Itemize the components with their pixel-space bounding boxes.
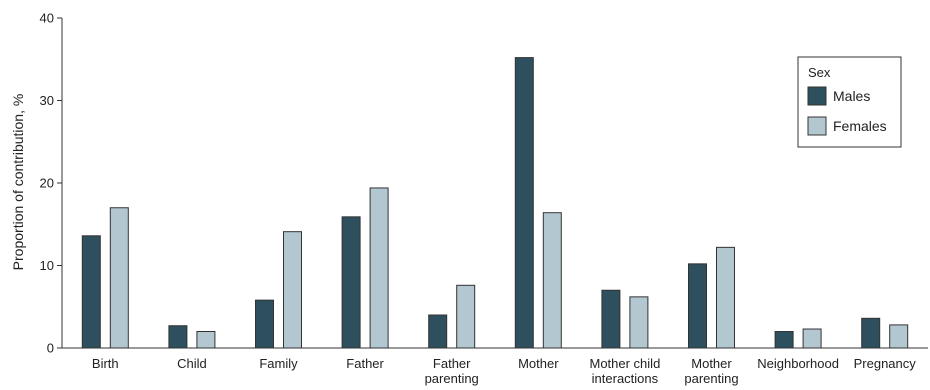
y-axis-title: Proportion of contribution, %	[10, 94, 26, 271]
bar-females-mother-child-interactions	[629, 296, 649, 349]
y-tick-label: 30	[40, 93, 54, 108]
x-category-label: Pregnancy	[854, 356, 917, 371]
legend-title: Sex	[808, 65, 831, 80]
bar-females-child	[196, 331, 216, 349]
y-tick-label: 10	[40, 258, 54, 273]
bar-females-father	[369, 187, 389, 349]
bar-males-mother-parenting	[688, 263, 707, 349]
bar-females-mother-parenting	[716, 246, 735, 349]
legend-label-males: Males	[833, 88, 870, 104]
bar-males-pregnancy	[861, 317, 881, 349]
bar-males-father-parenting	[428, 314, 448, 349]
legend-swatch-males	[807, 86, 827, 106]
bar-females-neighborhood	[802, 328, 822, 349]
bar-males-child	[168, 325, 188, 349]
x-category-label: Neighborhood	[757, 356, 839, 371]
x-category-label: Mother parenting	[684, 356, 738, 386]
x-category-label: Father parenting	[425, 356, 479, 386]
legend: Sex Males Females	[797, 56, 902, 148]
x-axis: Birth Child Family Father Father parenting Mot…	[62, 347, 928, 386]
legend-swatch-females	[807, 116, 827, 136]
bars	[81, 57, 909, 349]
y-tick-label: 40	[40, 11, 54, 26]
bar-males-family	[255, 299, 274, 349]
legend-label-females: Females	[833, 118, 887, 134]
x-category-label: Child	[177, 356, 207, 371]
bar-females-birth	[109, 207, 129, 349]
x-category-label: Mother child interactions	[589, 356, 660, 386]
x-category-label: Father	[346, 356, 384, 371]
y-tick-label: 20	[40, 176, 54, 191]
x-category-label: Birth	[92, 356, 119, 371]
bar-females-family	[283, 231, 302, 349]
bar-males-neighborhood	[774, 331, 794, 349]
bar-males-father	[341, 216, 361, 349]
bar-females-pregnancy	[889, 324, 909, 349]
bar-males-mother	[514, 57, 534, 349]
y-axis: 0 10 20 30 40	[40, 11, 63, 356]
bar-females-father-parenting	[456, 284, 476, 349]
x-category-label: Family	[259, 356, 298, 371]
x-category-label: Mother	[518, 356, 559, 371]
bar-females-mother	[542, 212, 562, 349]
bar-males-birth	[81, 235, 101, 349]
y-tick-label: 0	[47, 341, 54, 356]
bar-males-mother-child-interactions	[601, 289, 621, 349]
